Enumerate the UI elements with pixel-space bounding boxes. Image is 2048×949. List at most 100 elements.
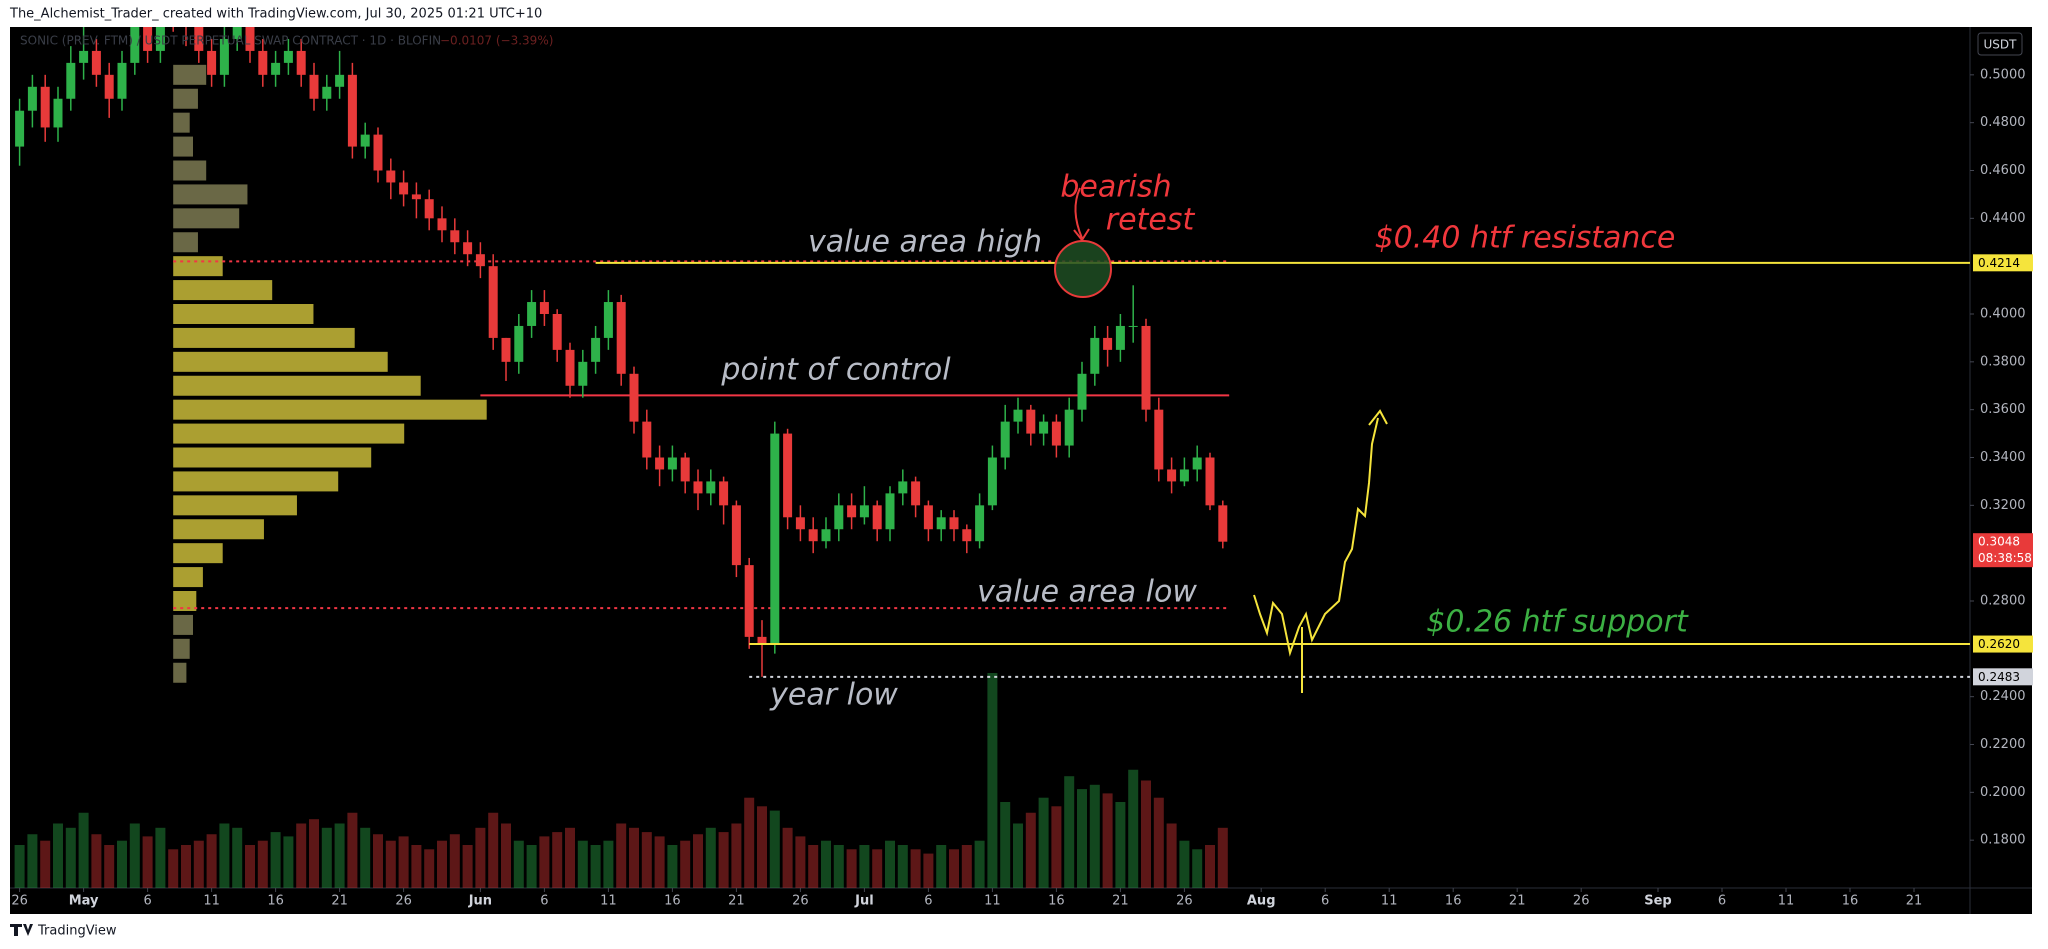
currency[interactable]: USDT [1984, 38, 2018, 52]
price-label-box [1973, 668, 2033, 686]
x-tick-label: 21 [331, 894, 348, 909]
volume-bar [91, 834, 102, 888]
x-tick-label: 21 [728, 894, 745, 909]
volume-bar [821, 840, 831, 888]
volume-bar [565, 827, 575, 888]
volume-bar [846, 849, 857, 888]
volume-bar [398, 836, 409, 888]
projection-arrowhead [1368, 409, 1388, 426]
volume-bar [257, 840, 268, 888]
candle-body [834, 505, 844, 530]
projection-scribble [1253, 417, 1379, 657]
candle-body [821, 529, 831, 542]
volume-bar [1025, 812, 1036, 888]
candle-body [117, 62, 127, 99]
candle-body [143, 27, 153, 51]
profile-bar [173, 519, 264, 540]
x-tick-label: 16 [267, 894, 284, 909]
candle-body [616, 302, 626, 374]
profile-bar [173, 280, 273, 301]
y-tick-label: 0.2000 [1980, 785, 2026, 800]
y-tick-label: 0.4600 [1980, 163, 2026, 178]
volume-bar [833, 845, 844, 888]
candle-body [155, 27, 165, 51]
x-tick-label: 26 [11, 894, 28, 909]
volume-bar [1000, 802, 1011, 888]
candle-body [450, 230, 460, 243]
candle-body [27, 86, 37, 111]
volume-bar [808, 845, 819, 888]
candle-body [258, 50, 268, 75]
volume-bar [437, 840, 447, 888]
volume-bar [1217, 827, 1228, 888]
x-tick-label: 11 [1381, 894, 1398, 909]
candle-body [1115, 325, 1125, 350]
volume-bar [897, 845, 908, 888]
y-tick-label: 0.3200 [1980, 498, 2026, 513]
price-label-box [1973, 533, 2033, 568]
currency-box[interactable] [1977, 32, 2023, 56]
candle-body [322, 86, 332, 99]
volume-bar [616, 823, 627, 888]
candle-body [949, 517, 959, 530]
candle-body [207, 50, 217, 75]
candle-body [296, 50, 306, 75]
candle-body [527, 302, 537, 326]
profile-bar [173, 399, 487, 420]
x-tick-label: 21 [1509, 894, 1526, 909]
x-tick-label: Jul [854, 894, 874, 909]
volume-bar [513, 840, 524, 888]
volume-bar [424, 849, 435, 888]
volume-bar [501, 823, 511, 888]
volume-bar [40, 840, 51, 888]
volume-bar [910, 849, 921, 888]
y-tick-label: 0.2800 [1980, 594, 2026, 609]
volume-bar [168, 849, 179, 888]
candle-body [347, 74, 357, 147]
candle-body [847, 505, 857, 518]
volume-bar [667, 845, 678, 888]
profile-bar [173, 112, 190, 133]
candle-body [488, 266, 498, 338]
candle-body [501, 337, 511, 362]
candle-body [245, 27, 255, 51]
candle-body [1218, 505, 1228, 542]
y-tick-label: 0.3800 [1980, 354, 2026, 369]
annotation: bearish [1060, 170, 1171, 205]
x-tick-label: 6 [540, 894, 548, 909]
profile-bar [173, 375, 421, 396]
chart-background [10, 27, 2032, 914]
caption: The_Alchemist_Trader_ created with Tradi… [9, 7, 542, 22]
volume-bar [65, 827, 76, 888]
volume-bar [283, 836, 294, 888]
candle-body [66, 62, 76, 99]
candle-body [770, 433, 780, 645]
profile-bar [173, 327, 355, 348]
volume-bar [309, 819, 319, 888]
candle-body [40, 86, 50, 128]
profile-bar [173, 232, 198, 253]
volume-bar [334, 823, 345, 888]
volume-bar [14, 845, 25, 888]
volume-bar [923, 853, 934, 888]
volume-bar [462, 845, 473, 888]
profile-bar [173, 447, 372, 468]
candle-body [309, 74, 319, 99]
volume-bar [1166, 823, 1177, 888]
volume-bar [603, 840, 614, 888]
volume-bar [1064, 776, 1075, 888]
candle-body [1167, 469, 1177, 482]
candle-body [386, 170, 396, 183]
annotation: point of control [720, 353, 951, 388]
candle-body [680, 457, 690, 482]
candle-body [923, 505, 933, 530]
x-tick-label: 6 [1718, 894, 1726, 909]
candle-body [629, 373, 639, 422]
x-tick-label: 6 [924, 894, 932, 909]
candle-body [975, 505, 985, 542]
volume-bar [488, 812, 499, 888]
volume-bar [270, 832, 281, 888]
profile-bar [173, 351, 388, 372]
change: −0.0107 (−3.39%) [440, 34, 553, 48]
